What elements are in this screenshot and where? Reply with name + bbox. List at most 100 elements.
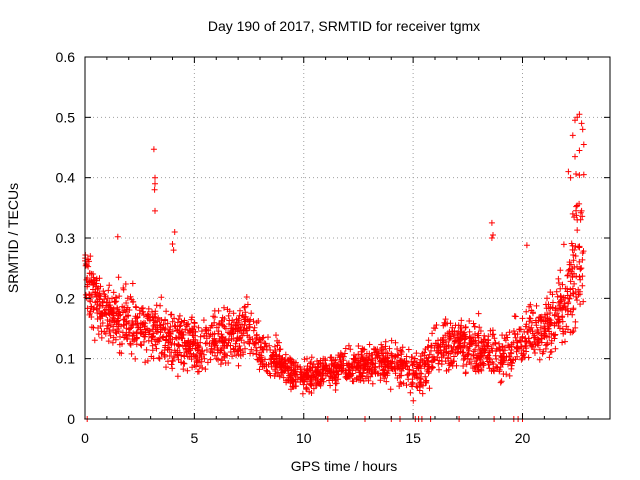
data-point <box>570 306 577 313</box>
data-point <box>385 357 392 364</box>
data-point <box>163 308 170 315</box>
data-point <box>182 347 189 353</box>
data-point <box>226 308 233 315</box>
data-point <box>222 360 229 366</box>
data-point <box>481 343 488 350</box>
data-point <box>257 339 264 345</box>
data-point <box>460 352 467 359</box>
data-point <box>340 366 347 372</box>
data-point <box>197 363 203 369</box>
data-point <box>242 303 248 310</box>
data-point <box>508 347 515 353</box>
data-point <box>168 349 175 356</box>
data-point <box>426 385 433 392</box>
data-point <box>170 247 177 254</box>
data-point <box>310 371 317 378</box>
data-point <box>576 291 583 298</box>
data-point <box>424 368 431 374</box>
data-point <box>242 309 249 316</box>
data-point <box>110 334 117 341</box>
data-point <box>412 355 418 362</box>
data-point <box>518 338 524 345</box>
data-point <box>497 379 504 386</box>
data-point <box>201 332 208 339</box>
data-point <box>169 318 176 325</box>
data-point <box>481 336 488 343</box>
data-point <box>397 358 404 364</box>
data-point <box>409 383 416 390</box>
data-point <box>508 365 515 372</box>
data-point <box>472 358 478 365</box>
data-point <box>142 359 149 366</box>
data-point <box>576 147 583 154</box>
data-point <box>388 350 395 357</box>
data-point <box>328 361 335 368</box>
data-point <box>405 371 412 378</box>
data-point <box>152 336 159 343</box>
data-point <box>571 247 578 253</box>
data-point <box>151 186 158 193</box>
data-point <box>580 171 587 178</box>
data-point <box>335 362 342 369</box>
data-point <box>251 341 258 347</box>
data-point <box>257 358 264 365</box>
data-point <box>168 341 175 348</box>
data-point <box>577 301 584 308</box>
data-point <box>347 346 354 353</box>
data-point <box>535 342 542 349</box>
data-point <box>451 353 457 360</box>
data-point <box>329 370 336 377</box>
data-point <box>419 390 426 397</box>
data-point <box>483 355 490 362</box>
data-point <box>327 354 334 361</box>
data-point <box>105 287 112 294</box>
data-point <box>332 375 339 381</box>
data-point <box>366 341 373 348</box>
data-point <box>119 303 126 310</box>
data-point <box>93 275 100 282</box>
data-point <box>580 298 587 305</box>
data-point <box>417 356 424 363</box>
data-point <box>156 355 163 362</box>
data-point <box>378 341 385 348</box>
data-point <box>462 324 469 330</box>
data-point <box>494 364 501 371</box>
data-point <box>144 325 151 332</box>
data-point <box>85 263 92 270</box>
data-point <box>259 335 266 341</box>
data-point <box>478 346 484 353</box>
data-point <box>117 333 123 340</box>
data-point <box>244 332 251 339</box>
data-point <box>365 373 372 380</box>
data-point <box>152 174 158 181</box>
data-point <box>150 333 156 340</box>
data-point <box>490 366 497 372</box>
data-point <box>555 299 562 306</box>
data-point <box>572 153 578 160</box>
data-point <box>555 316 562 323</box>
data-point <box>562 285 569 292</box>
data-point <box>308 380 315 387</box>
data-point <box>378 358 385 365</box>
data-point <box>476 355 483 362</box>
data-point <box>165 339 172 346</box>
data-point <box>94 298 101 305</box>
data-point <box>152 180 158 187</box>
data-point <box>200 317 207 324</box>
data-point <box>230 310 237 317</box>
data-point <box>119 340 125 347</box>
data-point <box>242 345 248 352</box>
data-point <box>565 300 572 307</box>
data-point <box>567 286 574 293</box>
data-point <box>151 313 157 320</box>
data-point <box>264 368 271 375</box>
data-point <box>164 320 171 327</box>
data-point <box>579 273 586 280</box>
data-point <box>394 351 401 358</box>
data-point <box>271 343 278 350</box>
data-point <box>566 295 573 302</box>
data-point <box>387 386 394 393</box>
data-point <box>458 317 465 324</box>
data-point <box>576 258 583 265</box>
data-point <box>421 349 428 356</box>
